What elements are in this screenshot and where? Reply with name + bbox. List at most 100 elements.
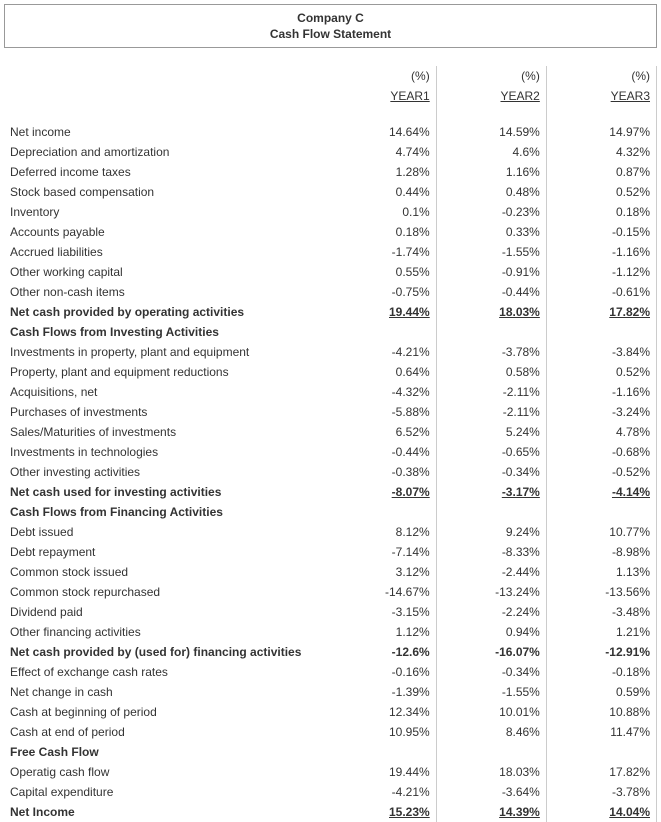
- row-value: 0.59%: [546, 682, 656, 702]
- row-value: [546, 742, 656, 762]
- row-value: 19.44%: [327, 762, 437, 782]
- table-row: Property, plant and equipment reductions…: [4, 362, 657, 382]
- row-label: Operatig cash flow: [4, 762, 327, 782]
- row-value: -0.18%: [546, 662, 656, 682]
- row-value: -0.38%: [327, 462, 437, 482]
- row-value: 0.58%: [436, 362, 546, 382]
- row-value: -2.11%: [436, 402, 546, 422]
- row-value: 6.52%: [327, 422, 437, 442]
- row-value: -1.74%: [327, 242, 437, 262]
- row-value: -1.16%: [546, 382, 656, 402]
- table-row: Capital expenditure-4.21%-3.64%-3.78%: [4, 782, 657, 802]
- row-label: Effect of exchange cash rates: [4, 662, 327, 682]
- pct-header-2: (%): [436, 66, 546, 86]
- row-value: -0.65%: [436, 442, 546, 462]
- row-value: -1.55%: [436, 242, 546, 262]
- row-value: -0.61%: [546, 282, 656, 302]
- row-value: -0.75%: [327, 282, 437, 302]
- row-value: 14.97%: [546, 122, 656, 142]
- row-value: 0.18%: [327, 222, 437, 242]
- row-value: -0.34%: [436, 662, 546, 682]
- row-value: 18.03%: [436, 302, 546, 322]
- table-row: Free Cash Flow: [4, 742, 657, 762]
- row-value: 4.32%: [546, 142, 656, 162]
- row-label: Common stock repurchased: [4, 582, 327, 602]
- row-label: Purchases of investments: [4, 402, 327, 422]
- row-value: -16.07%: [436, 642, 546, 662]
- row-label: Deferred income taxes: [4, 162, 327, 182]
- row-value: 0.52%: [546, 182, 656, 202]
- row-value: [546, 322, 656, 342]
- row-value: -2.44%: [436, 562, 546, 582]
- table-row: Cash at beginning of period12.34%10.01%1…: [4, 702, 657, 722]
- table-row: Common stock repurchased-14.67%-13.24%-1…: [4, 582, 657, 602]
- row-value: -12.91%: [546, 642, 656, 662]
- row-label: Inventory: [4, 202, 327, 222]
- table-row: Operatig cash flow19.44%18.03%17.82%: [4, 762, 657, 782]
- row-value: 0.18%: [546, 202, 656, 222]
- header-pct-row: (%) (%) (%): [4, 66, 657, 86]
- table-row: Dividend paid-3.15%-2.24%-3.48%: [4, 602, 657, 622]
- row-value: -3.78%: [546, 782, 656, 802]
- row-value: 10.88%: [546, 702, 656, 722]
- row-value: -3.48%: [546, 602, 656, 622]
- row-value: 12.34%: [327, 702, 437, 722]
- row-label: Accounts payable: [4, 222, 327, 242]
- row-value: 15.23%: [327, 802, 437, 822]
- row-value: [436, 322, 546, 342]
- row-label: Other working capital: [4, 262, 327, 282]
- table-row: Investments in property, plant and equip…: [4, 342, 657, 362]
- row-label: Stock based compensation: [4, 182, 327, 202]
- row-value: [327, 502, 437, 522]
- row-value: 10.77%: [546, 522, 656, 542]
- row-value: -4.32%: [327, 382, 437, 402]
- row-value: 4.78%: [546, 422, 656, 442]
- table-row: Common stock issued3.12%-2.44%1.13%: [4, 562, 657, 582]
- row-value: [327, 742, 437, 762]
- row-value: -0.44%: [436, 282, 546, 302]
- header-year-row: YEAR1 YEAR2 YEAR3: [4, 86, 657, 106]
- table-row: Inventory0.1%-0.23%0.18%: [4, 202, 657, 222]
- table-row: Deferred income taxes1.28%1.16%0.87%: [4, 162, 657, 182]
- pct-header-3: (%): [546, 66, 656, 86]
- table-row: Effect of exchange cash rates-0.16%-0.34…: [4, 662, 657, 682]
- row-value: -1.16%: [546, 242, 656, 262]
- table-row: Net income14.64%14.59%14.97%: [4, 122, 657, 142]
- table-row: Other investing activities-0.38%-0.34%-0…: [4, 462, 657, 482]
- row-value: 1.12%: [327, 622, 437, 642]
- table-row: Debt issued8.12%9.24%10.77%: [4, 522, 657, 542]
- year-header-1: YEAR1: [327, 86, 437, 106]
- row-label: Debt issued: [4, 522, 327, 542]
- table-row: Accounts payable0.18%0.33%-0.15%: [4, 222, 657, 242]
- row-value: 0.52%: [546, 362, 656, 382]
- table-row: Other non-cash items-0.75%-0.44%-0.61%: [4, 282, 657, 302]
- row-value: 0.64%: [327, 362, 437, 382]
- row-value: -0.16%: [327, 662, 437, 682]
- table-row: Net Income15.23%14.39%14.04%: [4, 802, 657, 822]
- row-value: -13.24%: [436, 582, 546, 602]
- row-value: -3.78%: [436, 342, 546, 362]
- row-value: [546, 502, 656, 522]
- table-row: Net change in cash-1.39%-1.55%0.59%: [4, 682, 657, 702]
- row-value: -8.07%: [327, 482, 437, 502]
- row-value: -1.12%: [546, 262, 656, 282]
- row-value: 14.39%: [436, 802, 546, 822]
- row-label: Common stock issued: [4, 562, 327, 582]
- row-label: Free Cash Flow: [4, 742, 327, 762]
- row-value: -1.55%: [436, 682, 546, 702]
- row-value: -3.17%: [436, 482, 546, 502]
- row-value: 10.95%: [327, 722, 437, 742]
- row-value: -3.15%: [327, 602, 437, 622]
- pct-header-1: (%): [327, 66, 437, 86]
- row-value: 17.82%: [546, 762, 656, 782]
- row-value: 14.59%: [436, 122, 546, 142]
- row-label: Net Income: [4, 802, 327, 822]
- row-value: 17.82%: [546, 302, 656, 322]
- row-value: -0.23%: [436, 202, 546, 222]
- table-row: Acquisitions, net-4.32%-2.11%-1.16%: [4, 382, 657, 402]
- row-value: 0.1%: [327, 202, 437, 222]
- row-label: Acquisitions, net: [4, 382, 327, 402]
- table-row: Cash Flows from Investing Activities: [4, 322, 657, 342]
- row-value: 0.33%: [436, 222, 546, 242]
- row-label: Investments in property, plant and equip…: [4, 342, 327, 362]
